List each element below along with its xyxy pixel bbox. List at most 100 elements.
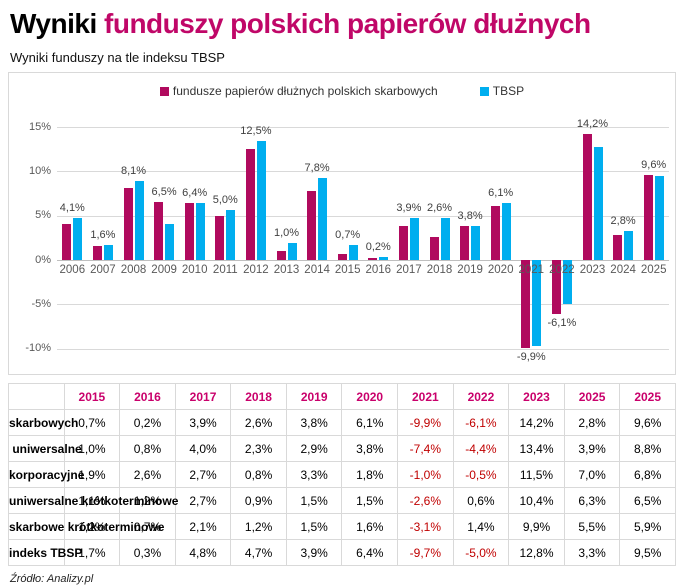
bar-funds-2020 xyxy=(490,205,500,260)
x-axis-tick-2010: 2010 xyxy=(181,264,208,277)
table-value-cell: 7,0% xyxy=(563,461,621,488)
table-row: skarbowe krótkoterminowe 1,2% 0,7% 2,1% 1,2%… xyxy=(8,513,676,540)
table-value-cell: -3,1% xyxy=(397,513,454,540)
bar-tbsp-2023 xyxy=(593,146,603,261)
table-value-cell: 1,9% xyxy=(63,461,121,488)
table-value-cell: 3,9% xyxy=(174,409,232,436)
table-value-cell: 3,9% xyxy=(563,435,621,462)
y-axis-tick: 5% xyxy=(35,209,51,222)
table-value-cell: 1,2% xyxy=(63,513,121,540)
x-axis-tick-2009: 2009 xyxy=(151,264,177,277)
legend-label-tbsp: TBSP xyxy=(492,84,525,98)
bar-value-label-2025: 9,6% xyxy=(641,158,667,171)
table-value-cell: 3,3% xyxy=(285,461,343,488)
bar-value-label-2018: 2,6% xyxy=(426,202,453,215)
table-value-cell: 4,0% xyxy=(174,435,232,462)
table-year-header: 2015 xyxy=(63,383,121,410)
table-value-cell: 6,4% xyxy=(341,539,399,566)
gridline-10 xyxy=(57,171,669,173)
bar-funds-2011 xyxy=(215,215,225,261)
table-value-cell: 2,6% xyxy=(230,409,287,436)
bar-tbsp-2022 xyxy=(562,260,572,305)
x-axis-tick-2011: 2011 xyxy=(212,264,238,277)
table-row: korporacyjne 1,9% 2,6% 2,7% 0,8% 3,3% 1,8% -1,0… xyxy=(8,461,676,488)
table-value-cell: 11,5% xyxy=(508,461,565,488)
table-year-header: 2018 xyxy=(230,383,287,410)
chart-subtitle: Wyniki funduszy na tle indeksu TBSP xyxy=(10,50,225,65)
bar-tbsp-2007 xyxy=(103,245,113,261)
table-row: uniwersalne krótkoterminowe 1,1% 1,2% 2,7% 0… xyxy=(8,487,676,514)
table-value-cell: 9,5% xyxy=(619,539,676,566)
legend-entry-funds: fundusze papierów dłużnych polskich skar… xyxy=(159,84,438,98)
bar-value-label-2011: 5,0% xyxy=(212,193,238,206)
table-value-cell: 1,7% xyxy=(63,539,121,566)
table-value-cell: 0,6% xyxy=(452,487,510,514)
table-year-header: 2023 xyxy=(508,383,565,410)
bar-value-label-2008: 8,1% xyxy=(120,165,147,178)
table-row: uniwersalne 1,0% 0,8% 4,0% 2,3% 2,9% 3,8% -7,4%… xyxy=(8,435,676,462)
table-value-cell: 2,1% xyxy=(174,513,232,540)
table-year-header: 2022 xyxy=(452,383,510,410)
x-axis-tick-2020: 2020 xyxy=(487,264,514,277)
table-value-cell: 2,9% xyxy=(285,435,343,462)
x-axis-tick-2019: 2019 xyxy=(457,264,483,277)
table-value-cell: 10,4% xyxy=(508,487,565,514)
bar-tbsp-2011 xyxy=(226,209,236,261)
table-value-cell: 1,5% xyxy=(285,513,343,540)
bar-tbsp-2012 xyxy=(256,141,266,261)
table-value-cell: -9,7% xyxy=(397,539,454,566)
table-value-cell: 1,6% xyxy=(341,513,399,540)
bar-tbsp-2009 xyxy=(165,223,175,261)
bar-tbsp-2008 xyxy=(134,181,144,261)
page-title-accent: funduszy polskich papierów dłużnych xyxy=(96,8,591,39)
bar-tbsp-2010 xyxy=(195,203,205,261)
gridline--5 xyxy=(57,304,669,306)
table-corner-cell xyxy=(8,383,65,410)
y-axis-tick: -5% xyxy=(31,297,51,310)
bar-funds-2007 xyxy=(92,245,102,261)
page-title: Wyniki funduszy polskich papierów dłużny… xyxy=(10,8,676,40)
bar-funds-2015 xyxy=(337,253,347,261)
bar-funds-2021 xyxy=(521,260,531,348)
table-header-row: 2015 2016 2017 2018 2019 2020 2021 2022 2023 2025… xyxy=(8,383,676,410)
bar-value-label-2021: -9,9% xyxy=(516,350,546,363)
bar-value-label-2013: 1,0% xyxy=(273,227,300,240)
table-row-label: korporacyjne xyxy=(8,461,84,488)
table-row: indeks TBSP 1,7% 0,3% 4,8% 4,7% 3,9% 6,4% -9,7%… xyxy=(8,539,676,566)
bar-funds-2019 xyxy=(460,226,470,261)
bar-tbsp-2019 xyxy=(471,225,481,261)
table-value-cell: -6,1% xyxy=(452,409,510,436)
bar-funds-2022 xyxy=(551,260,561,315)
table-value-cell: 6,1% xyxy=(341,409,399,436)
table-value-cell: 1,2% xyxy=(119,487,176,514)
legend-marker-tbsp xyxy=(479,86,489,96)
table-value-cell: 1,2% xyxy=(230,513,287,540)
table-row-label: skarbowe krótkoterminowe xyxy=(8,513,164,540)
table-value-cell: 9,9% xyxy=(508,513,565,540)
bar-value-label-2006: 4,1% xyxy=(59,201,85,214)
bar-funds-2012 xyxy=(245,149,255,261)
results-table: 2015 2016 2017 2018 2019 2020 2021 2022 2023 2025… xyxy=(8,383,676,566)
table-value-cell: 9,6% xyxy=(619,409,676,436)
table-value-cell: 1,8% xyxy=(341,461,399,488)
bar-chart: fundusze papierów dłużnych polskich skar… xyxy=(8,72,676,375)
table-value-cell: 3,8% xyxy=(285,409,343,436)
bar-funds-2018 xyxy=(429,237,439,261)
table-value-cell: 5,5% xyxy=(563,513,621,540)
bar-value-label-2016: 0,2% xyxy=(365,241,391,254)
bar-value-label-2020: 6,1% xyxy=(488,187,514,200)
table-value-cell: -2,6% xyxy=(397,487,454,514)
table-value-cell: -5,0% xyxy=(452,539,510,566)
gridline-15 xyxy=(57,127,669,128)
table-row-label: skarbowych xyxy=(8,409,78,436)
bar-tbsp-2017 xyxy=(409,217,419,261)
table-row: skarbowych 0,7% 0,2% 3,9% 2,6% 3,8% 6,1% -9,9% -… xyxy=(8,409,676,436)
table-value-cell: 6,3% xyxy=(563,487,621,514)
x-axis-tick-2022: 2022 xyxy=(549,264,575,277)
table-value-cell: 3,3% xyxy=(563,539,621,566)
table-row-label: uniwersalne krótkoterminowe xyxy=(8,487,178,514)
bar-value-label-2024: 2,8% xyxy=(610,214,636,227)
bar-tbsp-2024 xyxy=(624,230,634,261)
table-value-cell: 3,8% xyxy=(341,435,399,462)
